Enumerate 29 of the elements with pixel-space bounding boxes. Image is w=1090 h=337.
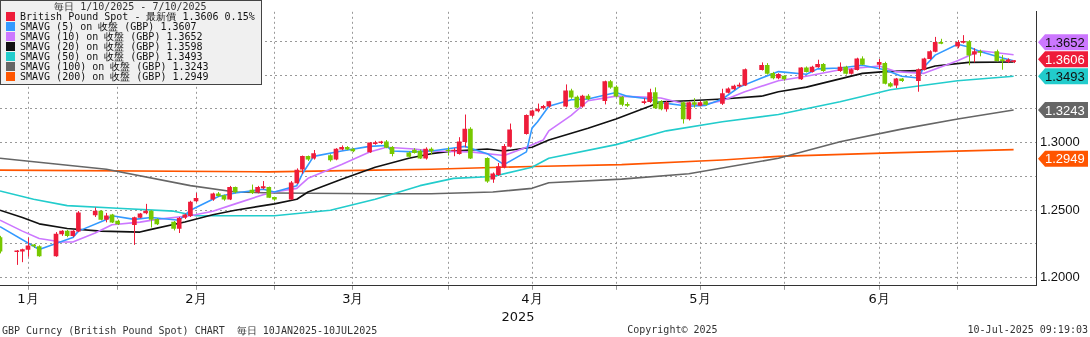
x-tick-label: 1月: [17, 290, 39, 306]
legend-label: SMAVG (200) on 收盤 (GBP) 1.2949: [19, 71, 210, 82]
annotation: 1.2949: [1045, 151, 1085, 167]
legend-label: SMAVG (50) on 收盤 (GBP) 1.3493: [19, 51, 203, 62]
legend-label: SMAVG (10) on 收盤 (GBP) 1.3652: [19, 31, 204, 42]
candlestick: [966, 39, 972, 66]
annotation: 1.3493: [1045, 68, 1085, 84]
candlestick: [484, 156, 490, 184]
legend-label: SMAVG (20) on 收盤 (GBP) 1.3598: [19, 41, 204, 52]
text: 10-Jul-2025 09:19:03: [967, 324, 1088, 337]
legend-title: 毎日 1/10/2025 - 7/10/2025: [54, 1, 207, 12]
x-axis-title: 2025: [501, 308, 535, 324]
legend-label: SMAVG (100) on 收盤 (GBP) 1.3243: [19, 61, 210, 72]
x-tick-label: 6月: [868, 290, 890, 306]
text: Copyright© 2025: [627, 324, 718, 337]
legend-label: British Pound Spot - 最新價 1.3606 0.15%: [19, 11, 255, 22]
x-tick-label: 5月: [689, 290, 711, 306]
annotation: 1.3243: [1045, 102, 1085, 118]
y-tick-label: 1.2000: [1040, 269, 1080, 285]
x-tick-label: 3月: [342, 290, 364, 306]
y-tick-label: 1.2500: [1040, 201, 1080, 217]
legend-label: SMAVG (5) on 收盤 (GBP) 1.3607: [19, 21, 198, 32]
y-tick-label: 1.3000: [1040, 134, 1080, 150]
annotation: 1.3652: [1045, 34, 1085, 50]
annotation: 1.3606: [1045, 51, 1085, 67]
x-tick-label: 2月: [185, 290, 207, 306]
text: GBP Curncy (British Pound Spot) CHART 毎日 10JAN2025-10JUL2025: [2, 324, 378, 337]
candlestick: [76, 210, 81, 233]
x-tick-label: 4月: [521, 290, 543, 306]
